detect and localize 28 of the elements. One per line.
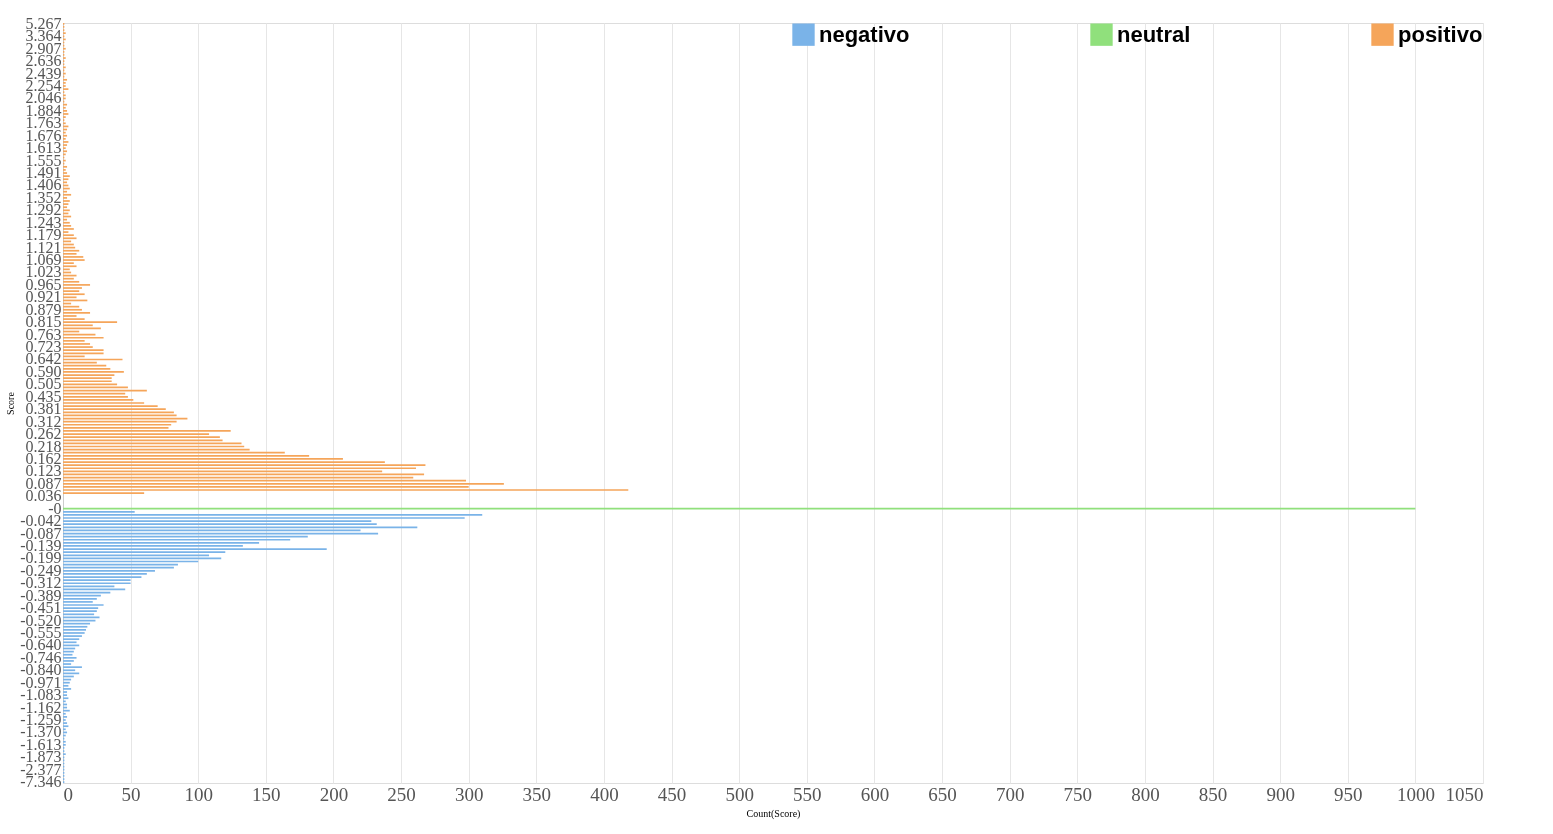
x-tick-label: 550 [793,783,822,805]
x-tick-label: 450 [657,783,687,805]
legend-label: positivo [1398,21,1483,47]
x-tick-label: 600 [860,783,890,805]
x-tick-label: 850 [1198,783,1228,805]
x-tick-label: 0 [63,783,73,805]
x-tick-label: 1000 [1396,783,1435,805]
x-tick-label: 250 [387,783,416,805]
x-tick-label: 200 [319,783,349,805]
y-tick-label: 5.267 [25,14,62,32]
x-tick-label: 500 [725,783,754,805]
x-tick-label: 300 [454,783,484,805]
y-axis-title: Score [5,391,17,415]
legend-label: negativo [819,21,910,47]
legend-label: neutral [1117,21,1191,47]
x-axis-title: Count(Score) [746,807,801,820]
x-tick-label: 950 [1334,783,1363,805]
x-tick-label: 350 [522,783,552,805]
x-tick-label: 900 [1266,783,1295,805]
x-tick-label: 800 [1131,783,1160,805]
x-tick-label: 150 [252,783,281,805]
x-tick-label: 700 [995,783,1025,805]
x-tick-label: 100 [184,783,213,805]
x-tick-label: 400 [590,783,619,805]
x-tick-label: 50 [121,783,141,805]
x-tick-label: 750 [1063,783,1093,805]
x-tick-label: 650 [928,783,957,805]
x-tick-label: 1050 [1445,783,1484,805]
